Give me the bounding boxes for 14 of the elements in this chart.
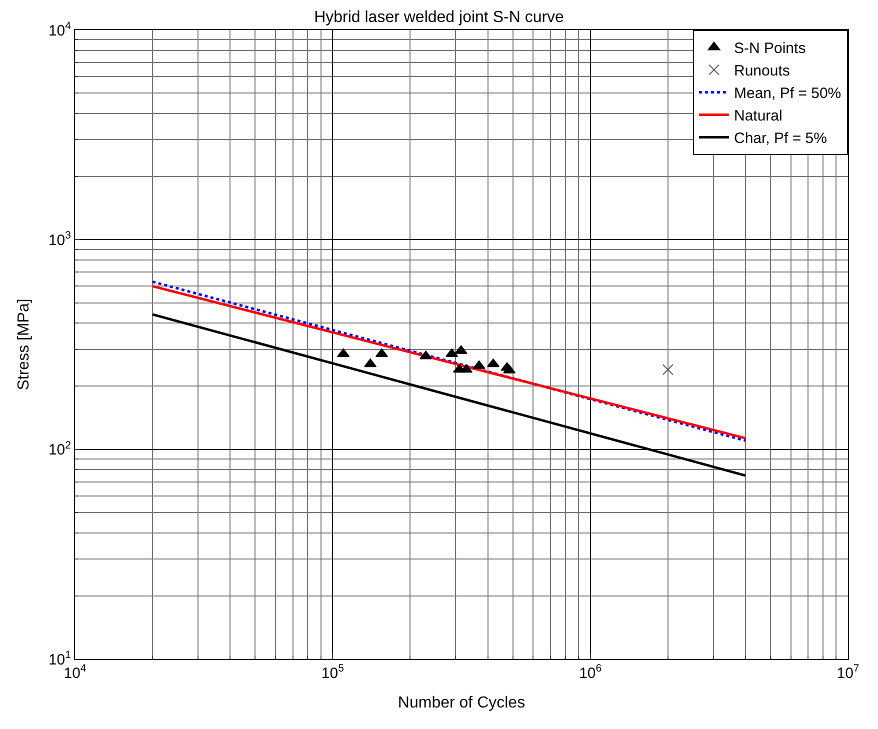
y-tick-label: 10$^{3}$ (48, 230, 72, 249)
legend-label: Natural (734, 108, 782, 125)
x-tick-label: 10$^{7}$ (836, 662, 860, 682)
legend-label: Char, Pf = 5% (734, 130, 827, 148)
chart-title: Hybrid laser welded joint S-N curve (314, 9, 564, 26)
x-axis-title: Number of Cycles (398, 694, 526, 712)
legend-label: S-N Points (734, 40, 806, 58)
y-tick-label: 10$^{2}$ (48, 439, 72, 459)
x-tick-label: 10$^{6}$ (579, 662, 602, 682)
y-axis-title: Stress [MPa] (15, 298, 32, 390)
legend-label: Mean, Pf = 50% (734, 85, 842, 102)
x-tick-label: 10$^{5}$ (321, 662, 344, 682)
legend-label: Runouts (734, 62, 790, 80)
y-tick-label: 10$^{4}$ (48, 20, 72, 40)
